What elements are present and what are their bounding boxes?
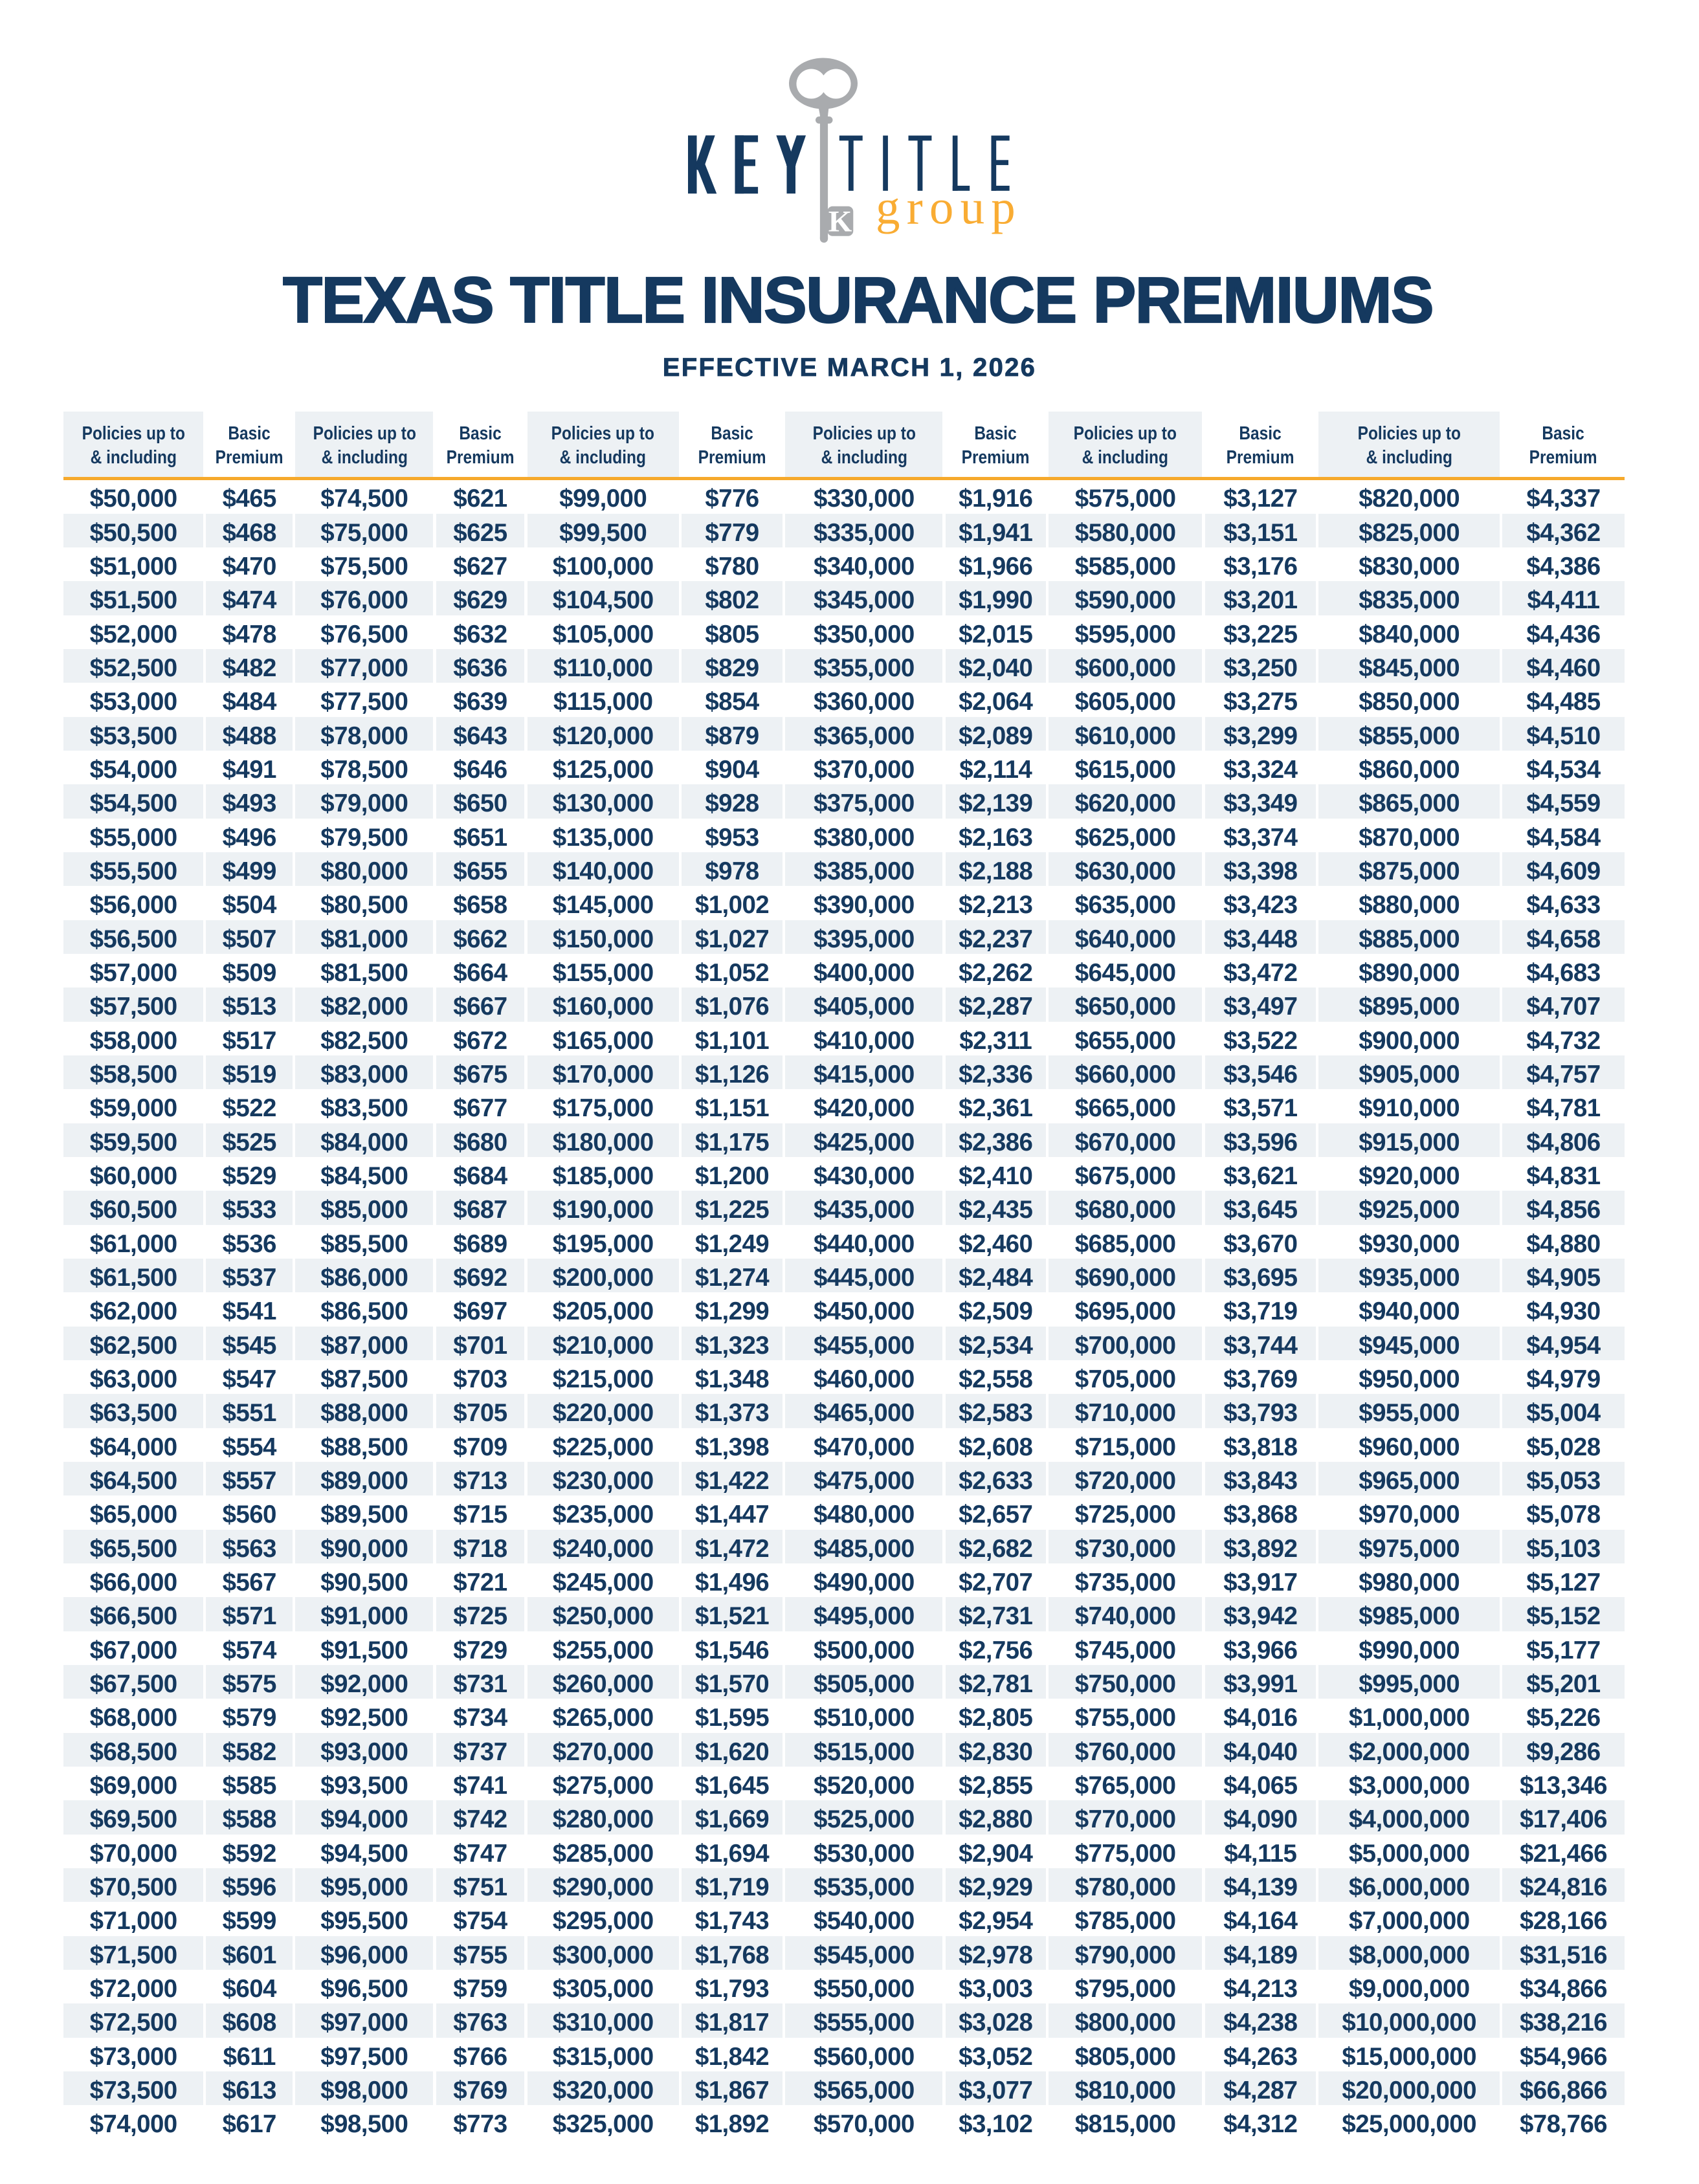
svg-text:K: K: [828, 205, 852, 239]
svg-text:group: group: [876, 181, 1022, 235]
